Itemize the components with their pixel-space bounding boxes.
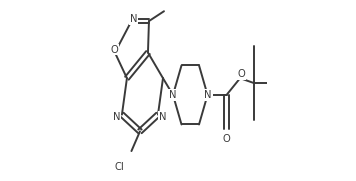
Text: N: N (113, 112, 121, 122)
Text: N: N (169, 90, 176, 100)
Text: N: N (204, 90, 212, 100)
Text: O: O (223, 134, 230, 144)
Text: N: N (130, 14, 137, 24)
Text: N: N (159, 112, 167, 122)
Text: O: O (238, 69, 245, 79)
Text: Cl: Cl (114, 162, 124, 172)
Text: O: O (110, 45, 118, 55)
